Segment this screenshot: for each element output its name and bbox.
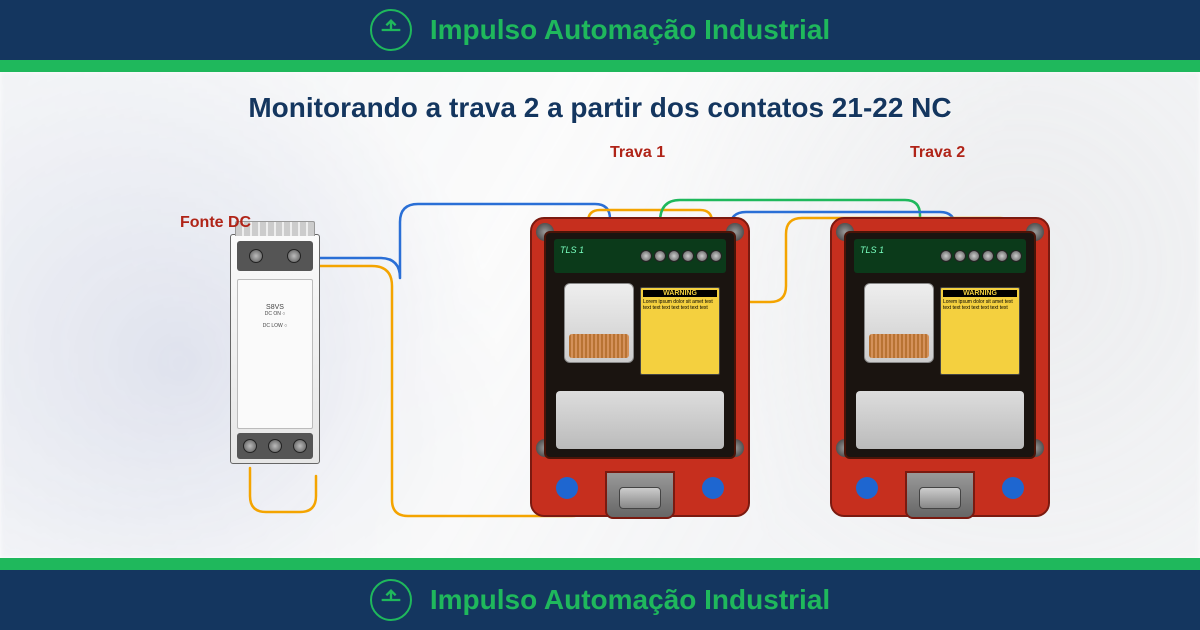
accent-strip-bottom bbox=[0, 558, 1200, 570]
lock-warning-label: WARNING Lorem ipsum dolor sit amet text … bbox=[940, 287, 1020, 375]
psu-top-terminals bbox=[237, 241, 313, 271]
accent-strip-top bbox=[0, 60, 1200, 72]
psu-model-text: S8VS bbox=[242, 304, 308, 311]
terminal-screw bbox=[996, 250, 1008, 262]
lock-terminal-block: TLS 1 bbox=[854, 239, 1026, 273]
terminal-screw bbox=[982, 250, 994, 262]
lock-warning-label: WARNING Lorem ipsum dolor sit amet text … bbox=[640, 287, 720, 375]
logo-path bbox=[381, 591, 400, 600]
terminal-screw bbox=[940, 250, 952, 262]
dc-power-supply: S8VS DC ON ○DC LOW ○ bbox=[230, 234, 320, 464]
brand-logo-icon bbox=[370, 9, 412, 51]
terminal-screw bbox=[710, 250, 722, 262]
psu-terminal bbox=[293, 439, 307, 453]
label-fonte-dc: Fonte DC bbox=[180, 214, 251, 232]
warning-title: WARNING bbox=[643, 290, 717, 297]
brand-name: Impulso Automação Industrial bbox=[430, 14, 830, 46]
lock-pcb-label: TLS 1 bbox=[860, 245, 884, 255]
safety-lock-1: TLS 1 WARNING Lorem ipsum dolor sit amet… bbox=[530, 217, 750, 517]
lock-indicator-dot bbox=[556, 477, 578, 499]
terminal-screw bbox=[682, 250, 694, 262]
lock-interior: TLS 1 WARNING Lorem ipsum dolor sit amet… bbox=[544, 231, 736, 459]
lock-mechanism bbox=[856, 391, 1024, 449]
lock-mechanism bbox=[556, 391, 724, 449]
label-trava-1: Trava 1 bbox=[610, 144, 665, 162]
lock-actuator-slot bbox=[905, 471, 975, 519]
lock-solenoid bbox=[864, 283, 934, 363]
footer-banner: Impulso Automação Industrial bbox=[0, 570, 1200, 630]
psu-terminal bbox=[268, 439, 282, 453]
lock-indicator-dot bbox=[1002, 477, 1024, 499]
header-banner: Impulso Automação Industrial bbox=[0, 0, 1200, 60]
psu-terminal bbox=[249, 249, 263, 263]
diagram-stage: Monitorando a trava 2 a partir dos conta… bbox=[0, 72, 1200, 558]
label-trava-2: Trava 2 bbox=[910, 144, 965, 162]
terminal-screw bbox=[654, 250, 666, 262]
lock-indicator-dot bbox=[702, 477, 724, 499]
lock-terminal-block: TLS 1 bbox=[554, 239, 726, 273]
logo-path bbox=[381, 21, 400, 30]
psu-terminal bbox=[287, 249, 301, 263]
terminal-screw bbox=[640, 250, 652, 262]
brand-name: Impulso Automação Industrial bbox=[430, 584, 830, 616]
terminal-screw bbox=[668, 250, 680, 262]
lock-interior: TLS 1 WARNING Lorem ipsum dolor sit amet… bbox=[844, 231, 1036, 459]
terminal-screw bbox=[696, 250, 708, 262]
terminal-screw bbox=[968, 250, 980, 262]
warning-title: WARNING bbox=[943, 290, 1017, 297]
diagram-title: Monitorando a trava 2 a partir dos conta… bbox=[0, 92, 1200, 124]
lock-pcb-label: TLS 1 bbox=[560, 245, 584, 255]
terminal-screw bbox=[1010, 250, 1022, 262]
psu-bottom-terminals bbox=[237, 433, 313, 459]
psu-led-text: DC ON ○DC LOW ○ bbox=[242, 311, 308, 329]
psu-terminal bbox=[243, 439, 257, 453]
brand-logo-icon bbox=[370, 579, 412, 621]
lock-actuator-slot bbox=[605, 471, 675, 519]
lock-solenoid bbox=[564, 283, 634, 363]
psu-faceplate: S8VS DC ON ○DC LOW ○ bbox=[237, 279, 313, 429]
lock-indicator-dot bbox=[856, 477, 878, 499]
safety-lock-2: TLS 1 WARNING Lorem ipsum dolor sit amet… bbox=[830, 217, 1050, 517]
terminal-screw bbox=[954, 250, 966, 262]
